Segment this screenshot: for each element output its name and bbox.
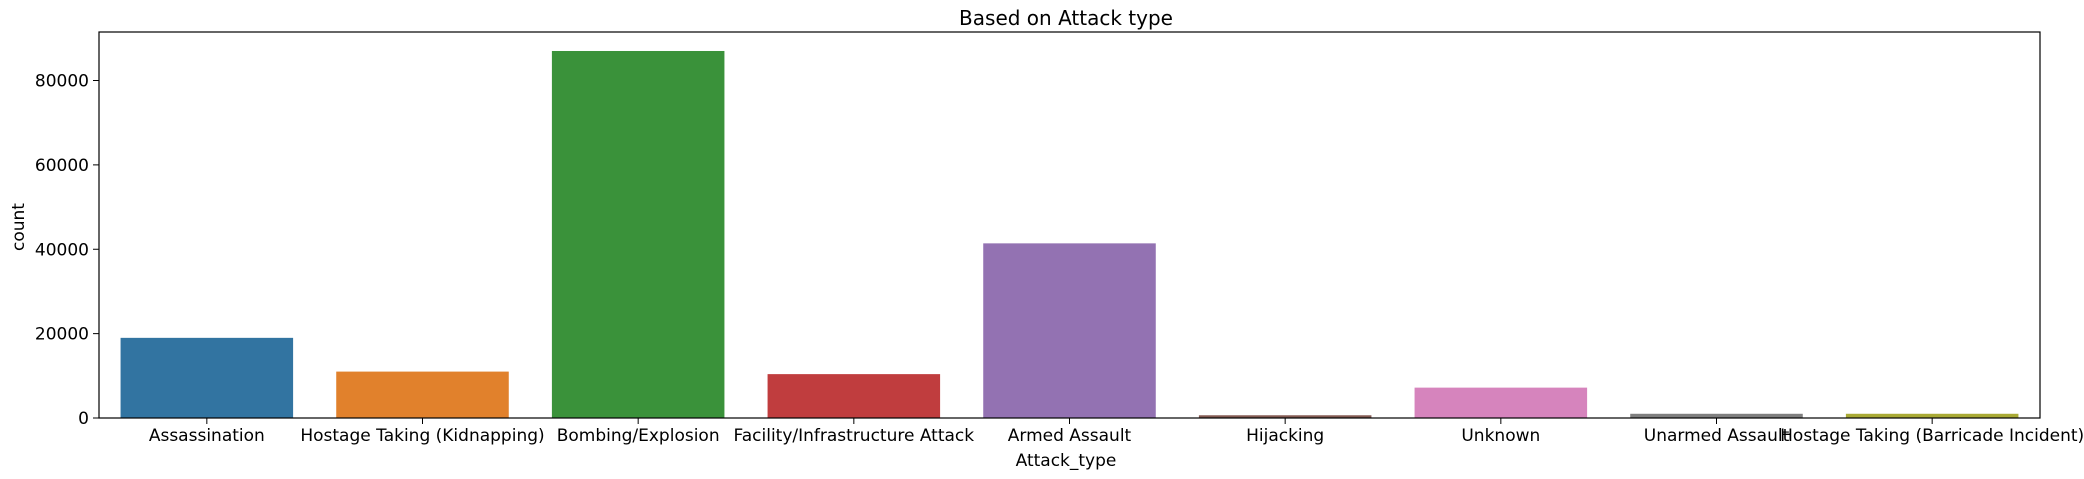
x-tick-label: Armed Assault: [1008, 426, 1132, 446]
x-tick-label: Bombing/Explosion: [557, 426, 720, 446]
bar-8: [1845, 413, 2019, 418]
x-tick-label: Hostage Taking (Barricade Incident): [1780, 426, 2084, 446]
y-tick-label: 80000: [35, 72, 89, 92]
bar-4: [983, 243, 1156, 418]
y-axis-ticks: 0 20000 40000 60000 80000: [35, 72, 99, 429]
chart-title: Based on Attack type: [959, 6, 1173, 30]
bar-0: [120, 337, 294, 418]
bar-3: [767, 374, 941, 418]
bar-2: [551, 50, 725, 418]
x-tick-label: Unarmed Assault: [1644, 426, 1790, 446]
bar-5: [1198, 415, 1372, 418]
bars-group: [120, 50, 2019, 418]
x-axis-ticks: Assassination Hostage Taking (Kidnapping)…: [149, 418, 2084, 446]
x-tick-label: Hostage Taking (Kidnapping): [300, 426, 544, 446]
x-tick-label: Facility/Infrastructure Attack: [734, 426, 975, 446]
x-tick-label: Assassination: [149, 426, 265, 446]
bar-6: [1414, 387, 1588, 418]
x-tick-label: Hijacking: [1246, 426, 1324, 446]
bar-1: [336, 371, 509, 418]
y-tick-label: 20000: [35, 325, 89, 345]
y-axis-label: count: [9, 203, 29, 251]
plot-frame: [98, 31, 2041, 419]
x-axis-label: Attack_type: [1016, 451, 1117, 471]
y-tick-label: 40000: [35, 240, 89, 260]
bar-7: [1630, 413, 1803, 418]
x-tick-label: Unknown: [1461, 426, 1540, 446]
y-tick-label: 0: [78, 409, 89, 429]
y-tick-label: 60000: [35, 156, 89, 176]
